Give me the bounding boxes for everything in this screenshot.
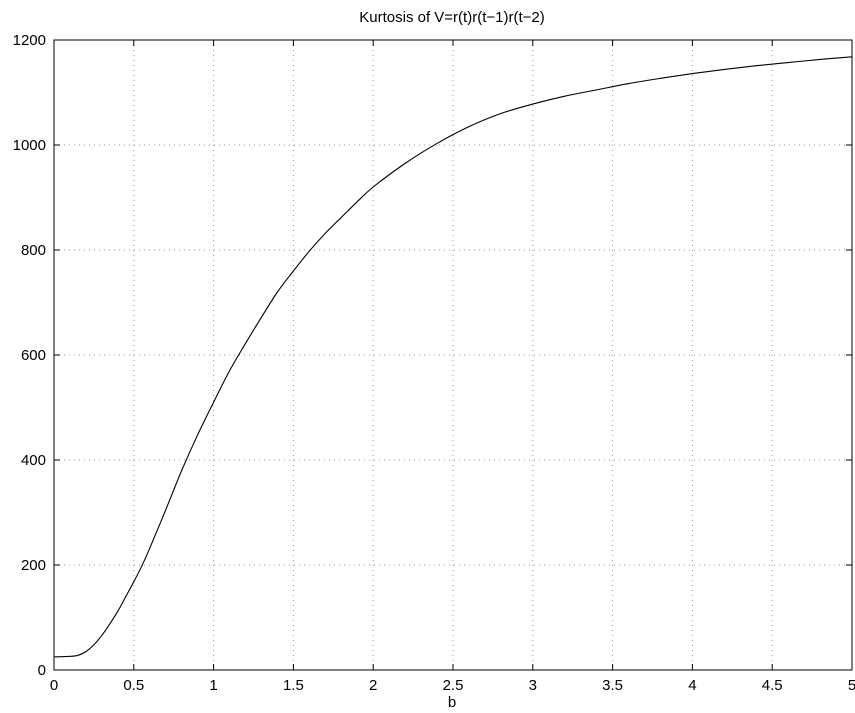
x-axis-ticks: 0 0.5 1 1.5 2 2.5 3 3.5 4 4.5 5	[50, 40, 855, 694]
grid	[54, 40, 852, 670]
x-tick-label: 5	[848, 677, 855, 694]
x-tick-label: 2.5	[443, 677, 464, 694]
x-tick-label: 1.5	[283, 677, 304, 694]
y-tick-label: 0	[38, 662, 46, 679]
y-tick-label: 1000	[13, 137, 46, 154]
x-axis-label: b	[448, 694, 456, 711]
x-tick-label: 1	[209, 677, 217, 694]
y-tick-label: 800	[21, 242, 46, 259]
x-tick-label: 4.5	[762, 677, 783, 694]
x-tick-label: 0	[50, 677, 58, 694]
x-tick-label: 4	[688, 677, 696, 694]
y-tick-label: 400	[21, 452, 46, 469]
kurtosis-series-line	[53, 56, 853, 658]
x-tick-label: 3.5	[602, 677, 623, 694]
y-tick-label: 600	[21, 347, 46, 364]
x-tick-label: 2	[369, 677, 377, 694]
y-tick-label: 1200	[13, 32, 46, 49]
x-tick-label: 3	[529, 677, 537, 694]
y-axis-ticks: 0 200 400 600 800 1000 1200	[13, 32, 852, 679]
series-group	[53, 56, 853, 658]
chart-title: Kurtosis of V=r(t)r(t−1)r(t−2)	[359, 9, 544, 26]
x-tick-label: 0.5	[123, 677, 144, 694]
y-tick-label: 200	[21, 557, 46, 574]
